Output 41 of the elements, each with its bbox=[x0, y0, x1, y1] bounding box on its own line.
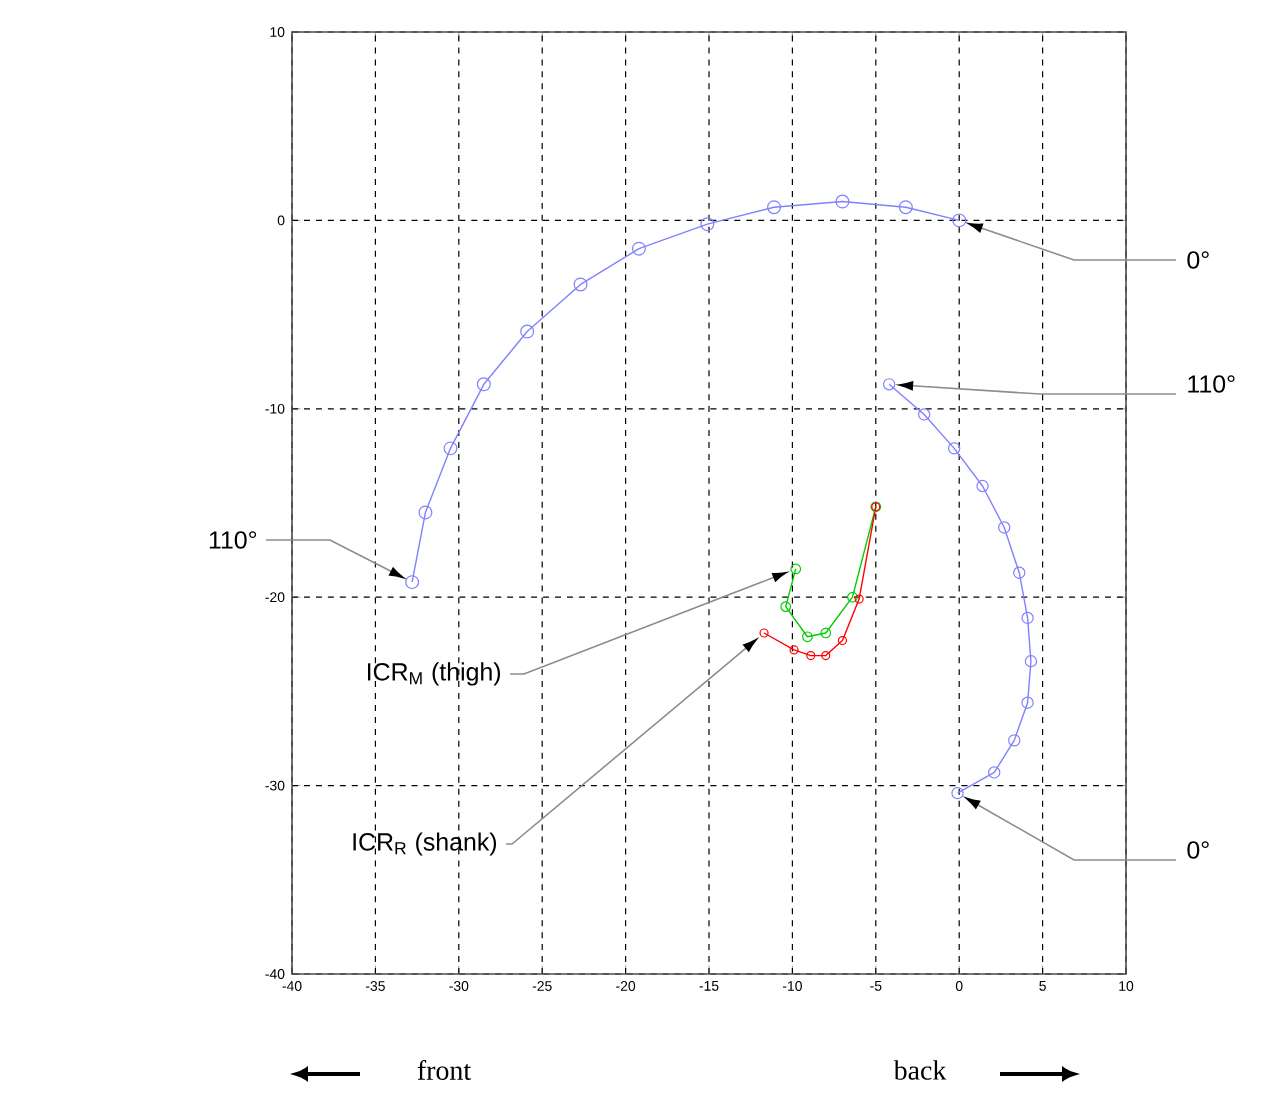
point bbox=[837, 635, 848, 646]
point bbox=[806, 651, 816, 661]
point bbox=[948, 442, 961, 455]
text: front bbox=[417, 1060, 471, 1080]
text: 110° bbox=[1188, 375, 1235, 393]
point bbox=[520, 324, 535, 339]
point bbox=[976, 479, 989, 493]
point bbox=[820, 627, 832, 639]
point bbox=[1021, 696, 1034, 709]
point bbox=[854, 594, 864, 604]
point bbox=[631, 241, 646, 256]
point bbox=[988, 766, 1001, 779]
point bbox=[1013, 566, 1026, 579]
point bbox=[847, 591, 858, 603]
text: back bbox=[893, 1060, 947, 1080]
point bbox=[767, 200, 782, 215]
point bbox=[951, 786, 964, 800]
point bbox=[917, 408, 931, 421]
point bbox=[405, 575, 420, 590]
point bbox=[700, 217, 715, 232]
point bbox=[1008, 734, 1021, 747]
annotation: ICR$_{M}$ (thigh) bbox=[367, 662, 501, 686]
point bbox=[882, 378, 896, 391]
point bbox=[780, 601, 792, 612]
point bbox=[418, 505, 433, 520]
point bbox=[443, 441, 458, 456]
point bbox=[998, 521, 1011, 534]
point bbox=[789, 645, 799, 655]
point bbox=[1021, 611, 1034, 625]
text: 0° bbox=[1187, 841, 1209, 859]
point bbox=[573, 277, 588, 292]
point bbox=[835, 194, 850, 209]
point bbox=[802, 631, 813, 643]
text: 110° bbox=[209, 531, 257, 549]
point bbox=[898, 200, 913, 215]
point bbox=[476, 377, 491, 392]
point bbox=[1024, 655, 1038, 668]
text: 0° bbox=[1187, 251, 1209, 269]
annotation: ICR$_{R}$ (shank) bbox=[353, 832, 497, 856]
point bbox=[952, 213, 967, 228]
point bbox=[821, 651, 831, 661]
